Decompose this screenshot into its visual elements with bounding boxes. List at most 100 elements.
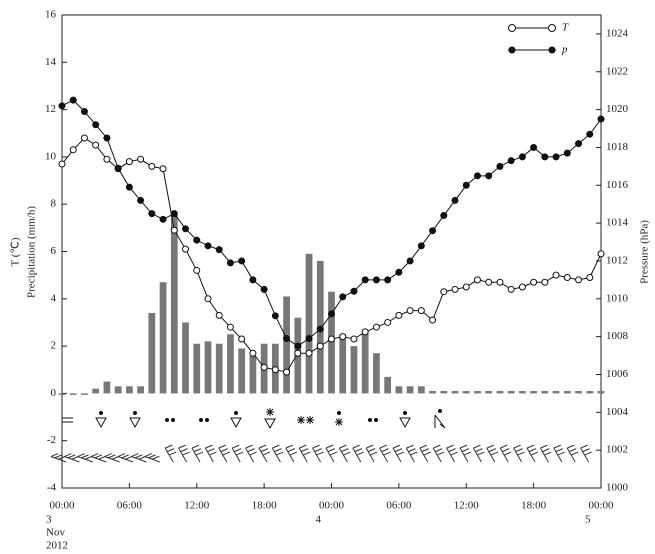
point [473,172,481,180]
barb-flag [182,451,190,456]
barb-flag [557,451,565,456]
point [350,287,358,295]
point [137,196,145,204]
precip-bar [159,282,167,394]
precip-bar [81,393,88,395]
point [597,115,605,123]
barb-flag [408,448,416,453]
point [395,268,403,276]
barb-flag [504,451,512,456]
point [339,293,347,301]
y-axis-label: T (℃) [10,237,22,266]
y2-tick-label: 1016 [606,179,629,191]
barb-flag [406,444,414,449]
barb-flag [314,448,322,453]
barb-flag [513,444,521,449]
barb-flag [67,454,76,459]
barb-flag [222,451,230,456]
barb-flag [383,451,391,456]
precip-bar [563,391,571,394]
wind-barbs [50,444,592,463]
barb-flag [325,444,334,449]
precip-bar [215,343,223,394]
date-label: 3 [46,514,52,526]
y-tick-label: 16 [45,9,57,21]
barb-flag [437,451,445,456]
barb-flag [433,444,441,449]
precip-bar [474,391,481,394]
y-tick-label: 14 [45,56,57,68]
barb-flag [249,451,257,456]
point [361,276,369,284]
barb-flag [285,444,293,449]
barb-flag [299,444,307,449]
y2-tick-label: 1010 [606,292,629,304]
barb-flag [517,451,525,456]
point [238,335,246,343]
plot-frame [61,14,602,489]
point [552,271,560,279]
barb-flag [247,448,255,453]
point [541,278,549,286]
barb-flag [64,453,72,457]
point [417,242,425,250]
precip-bar [440,391,448,394]
precip-bar [249,355,257,394]
point [159,165,167,173]
barb-flag [327,448,336,453]
precip-bar [328,291,335,394]
barb-flag [148,454,156,459]
barb-flag [396,451,405,456]
legend-marker [548,24,556,32]
y2-tick-label: 1020 [606,103,629,115]
point [406,307,414,315]
barb-flag [421,448,429,453]
barb-flag [180,448,188,453]
barb-flag [553,444,561,449]
precip-bar [384,376,392,394]
point [170,210,178,218]
point [182,225,190,233]
point [384,318,392,326]
barb-flag [245,444,253,449]
point [586,274,594,282]
barb-shaft [50,456,67,463]
barb-flag [394,448,403,453]
point [125,183,133,191]
point [586,130,594,138]
precip-bar [170,213,178,394]
precip-bar [58,393,66,395]
point [204,295,212,303]
precip-bar [507,391,515,394]
barb-flag [234,448,242,453]
point [260,285,268,293]
barb-shaft [64,456,80,463]
barb-flag [366,444,374,449]
barb-flag [569,448,577,453]
barb-flag [274,448,282,453]
barb-flag [262,451,271,456]
barb-flag [90,453,99,457]
point [58,160,66,168]
y2-tick-label: 1006 [606,368,629,380]
barb-flag [260,448,269,453]
barb-flag [343,451,351,456]
barb-flag [312,444,320,449]
barb-flag [515,448,523,453]
barb-flag [178,444,186,449]
barb-flag [276,451,284,456]
barb-flag [526,444,535,449]
precip-bar [406,386,414,394]
point [462,181,470,189]
point [226,259,234,267]
barb-flag [341,448,349,453]
point [417,307,425,315]
point [114,164,122,172]
x-tick-label: 06:00 [386,500,412,512]
precip-bar [204,341,212,394]
barb-flag [165,444,173,449]
barb-flag [131,453,139,457]
precip-bar [451,391,459,394]
barb-flag [193,448,202,453]
point [69,146,77,154]
